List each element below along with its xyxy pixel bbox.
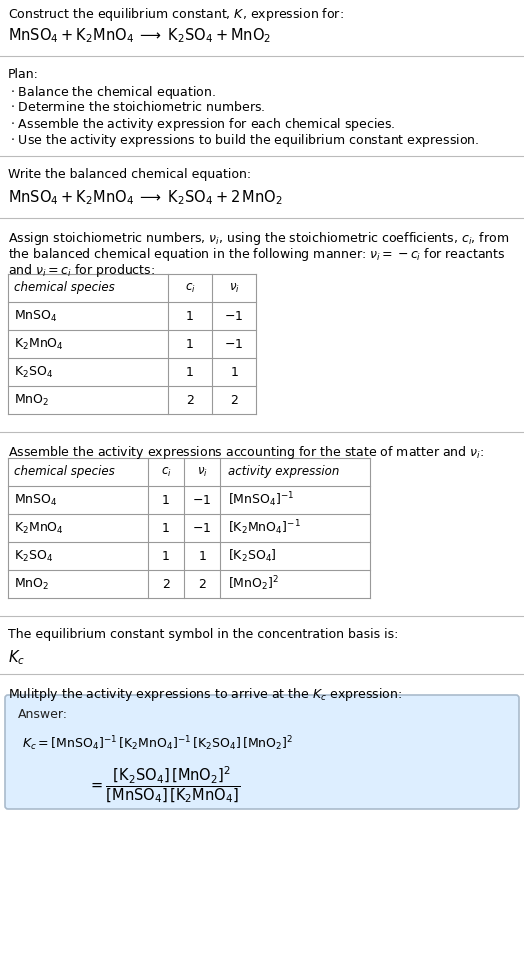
Text: $= \dfrac{[\mathrm{K_2SO_4}]\,[\mathrm{MnO_2}]^2}{[\mathrm{MnSO_4}]\,[\mathrm{K_: $= \dfrac{[\mathrm{K_2SO_4}]\,[\mathrm{M… (88, 764, 240, 805)
Text: $\mathrm{MnSO_4}$: $\mathrm{MnSO_4}$ (14, 493, 58, 507)
Text: 1: 1 (186, 310, 194, 322)
Text: $c_i$: $c_i$ (161, 465, 171, 479)
Text: activity expression: activity expression (228, 465, 340, 479)
Text: chemical species: chemical species (14, 282, 115, 294)
Text: Construct the equilibrium constant, $K$, expression for:: Construct the equilibrium constant, $K$,… (8, 6, 344, 23)
Text: $\cdot$ Balance the chemical equation.: $\cdot$ Balance the chemical equation. (10, 84, 216, 101)
Text: $-1$: $-1$ (224, 310, 244, 322)
Text: Answer:: Answer: (18, 708, 68, 721)
Text: $1$: $1$ (230, 365, 238, 379)
Text: $\mathrm{MnO_2}$: $\mathrm{MnO_2}$ (14, 576, 49, 592)
Text: $\mathrm{MnO_2}$: $\mathrm{MnO_2}$ (14, 392, 49, 408)
Text: $2$: $2$ (198, 577, 206, 591)
Text: $2$: $2$ (230, 393, 238, 407)
Text: $-1$: $-1$ (224, 338, 244, 350)
Text: $-1$: $-1$ (192, 522, 212, 534)
Text: 1: 1 (162, 550, 170, 563)
Text: $\cdot$ Use the activity expressions to build the equilibrium constant expressio: $\cdot$ Use the activity expressions to … (10, 132, 479, 149)
Text: chemical species: chemical species (14, 465, 115, 479)
Text: $\cdot$ Determine the stoichiometric numbers.: $\cdot$ Determine the stoichiometric num… (10, 100, 265, 114)
Text: $\mathrm{K_2MnO_4}$: $\mathrm{K_2MnO_4}$ (14, 521, 64, 535)
Text: $-1$: $-1$ (192, 494, 212, 506)
Text: Assemble the activity expressions accounting for the state of matter and $\nu_i$: Assemble the activity expressions accoun… (8, 444, 484, 461)
Text: Assign stoichiometric numbers, $\nu_i$, using the stoichiometric coefficients, $: Assign stoichiometric numbers, $\nu_i$, … (8, 230, 509, 247)
Text: $K_c$: $K_c$ (8, 648, 25, 667)
Text: Mulitply the activity expressions to arrive at the $K_c$ expression:: Mulitply the activity expressions to arr… (8, 686, 402, 703)
Text: 2: 2 (186, 393, 194, 407)
Text: 1: 1 (186, 338, 194, 350)
Text: $[\mathrm{MnO_2}]^2$: $[\mathrm{MnO_2}]^2$ (228, 574, 279, 594)
Text: 1: 1 (162, 522, 170, 534)
Text: $[\mathrm{K_2SO_4}]$: $[\mathrm{K_2SO_4}]$ (228, 548, 277, 564)
Text: Plan:: Plan: (8, 68, 39, 81)
Text: 1: 1 (162, 494, 170, 506)
Text: $\mathrm{MnSO_4 + K_2MnO_4 \;\longrightarrow\; K_2SO_4 + MnO_2}$: $\mathrm{MnSO_4 + K_2MnO_4 \;\longrighta… (8, 26, 271, 45)
Text: $\mathrm{K_2SO_4}$: $\mathrm{K_2SO_4}$ (14, 364, 53, 380)
Text: $\mathrm{MnSO_4}$: $\mathrm{MnSO_4}$ (14, 309, 58, 323)
Text: $\mathrm{MnSO_4 + K_2MnO_4 \;\longrightarrow\; K_2SO_4 + 2\,MnO_2}$: $\mathrm{MnSO_4 + K_2MnO_4 \;\longrighta… (8, 188, 283, 207)
Text: The equilibrium constant symbol in the concentration basis is:: The equilibrium constant symbol in the c… (8, 628, 398, 641)
Text: 1: 1 (186, 365, 194, 379)
Text: $[\mathrm{K_2MnO_4}]^{-1}$: $[\mathrm{K_2MnO_4}]^{-1}$ (228, 519, 301, 537)
Text: $\cdot$ Assemble the activity expression for each chemical species.: $\cdot$ Assemble the activity expression… (10, 116, 396, 133)
Text: $1$: $1$ (198, 550, 206, 563)
Text: $[\mathrm{MnSO_4}]^{-1}$: $[\mathrm{MnSO_4}]^{-1}$ (228, 491, 294, 509)
Text: $\mathrm{K_2MnO_4}$: $\mathrm{K_2MnO_4}$ (14, 337, 64, 352)
Text: $\mathrm{K_2SO_4}$: $\mathrm{K_2SO_4}$ (14, 549, 53, 564)
Text: $\nu_i$: $\nu_i$ (196, 465, 208, 479)
Text: $c_i$: $c_i$ (184, 281, 195, 294)
Text: the balanced chemical equation in the following manner: $\nu_i = -c_i$ for react: the balanced chemical equation in the fo… (8, 246, 506, 263)
FancyBboxPatch shape (5, 695, 519, 809)
Text: 2: 2 (162, 577, 170, 591)
Text: $K_c = [\mathrm{MnSO_4}]^{-1}\,[\mathrm{K_2MnO_4}]^{-1}\,[\mathrm{K_2SO_4}]\,[\m: $K_c = [\mathrm{MnSO_4}]^{-1}\,[\mathrm{… (22, 734, 293, 753)
Text: and $\nu_i = c_i$ for products:: and $\nu_i = c_i$ for products: (8, 262, 155, 279)
Text: $\nu_i$: $\nu_i$ (228, 281, 239, 294)
Text: Write the balanced chemical equation:: Write the balanced chemical equation: (8, 168, 251, 181)
